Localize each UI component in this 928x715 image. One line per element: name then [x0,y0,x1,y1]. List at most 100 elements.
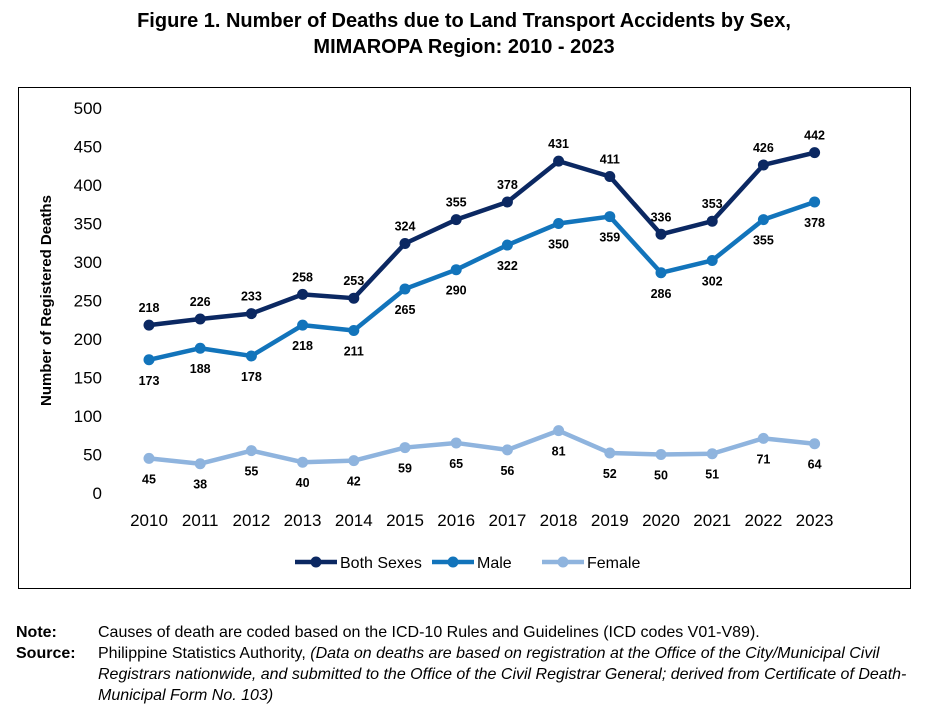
data-point [502,240,513,251]
data-label: 411 [600,153,620,167]
data-label: 233 [241,290,262,304]
data-point [656,267,667,278]
note-row: Note: Causes of death are coded based on… [16,622,921,643]
data-point [707,448,718,459]
x-tick-label: 2012 [232,511,270,530]
data-label: 355 [446,196,467,210]
data-label: 50 [654,469,668,483]
data-label: 355 [753,234,774,248]
title-line-1: Figure 1. Number of Deaths due to Land T… [0,8,928,34]
data-point [502,196,513,207]
data-point [809,196,820,207]
y-axis-label: Number of Registered Deaths [38,195,55,406]
legend-marker [558,557,569,568]
data-label: 178 [241,370,262,384]
x-tick-label: 2022 [744,511,782,530]
data-label: 65 [449,457,463,471]
notes-section: Note: Causes of death are coded based on… [16,622,921,706]
data-label: 353 [702,197,723,211]
data-label: 45 [142,472,156,486]
y-tick-label: 300 [74,253,102,272]
data-label: 40 [296,476,310,490]
data-point [758,433,769,444]
data-point [400,238,411,249]
data-label: 431 [548,137,569,151]
note-text: Causes of death are coded based on the I… [98,622,921,643]
legend-label: Female [587,555,640,572]
data-point [707,216,718,227]
data-label: 324 [395,220,416,234]
data-point [144,354,155,365]
source-label: Source: [16,643,98,706]
data-point [348,455,359,466]
data-label: 211 [344,345,364,359]
data-label: 38 [193,478,207,492]
data-point [553,425,564,436]
data-label: 59 [398,462,412,476]
x-tick-label: 2020 [642,511,680,530]
y-tick-label: 0 [93,484,102,503]
data-point [758,214,769,225]
data-point [348,293,359,304]
data-label: 426 [753,141,774,155]
data-point [553,218,564,229]
x-tick-label: 2010 [130,511,168,530]
source-text: Philippine Statistics Authority, (Data o… [98,643,921,706]
data-point [451,214,462,225]
y-tick-label: 500 [74,99,102,118]
data-label: 378 [804,216,825,230]
legend-label: Both Sexes [340,555,422,572]
data-label: 322 [497,259,518,273]
chart-frame: 0 50 100 150 200 250 300 350 400 450 500 Number of … [18,87,911,589]
data-point [144,453,155,464]
x-tick-label: 2014 [335,511,373,530]
data-label: 173 [139,374,160,388]
data-label: 286 [651,287,672,301]
data-point [809,147,820,158]
note-label: Note: [16,622,98,643]
x-tick-label: 2017 [488,511,526,530]
title-line-2: MIMAROPA Region: 2010 - 2023 [0,34,928,60]
data-point [707,255,718,266]
data-label: 64 [808,458,822,472]
x-tick-label: 2016 [437,511,475,530]
data-point [246,350,257,361]
data-label: 253 [343,274,364,288]
y-tick-label: 450 [74,138,102,157]
y-tick-label: 50 [83,446,102,465]
data-point [195,343,206,354]
data-label: 56 [500,464,514,478]
data-point [604,447,615,458]
source-text-plain: Philippine Statistics Authority, [98,645,310,662]
data-point [604,211,615,222]
data-point [809,438,820,449]
data-label: 290 [446,284,467,298]
data-point [297,457,308,468]
data-label: 42 [347,475,361,489]
data-label: 258 [292,270,313,284]
data-label: 442 [804,129,825,143]
x-tick-label: 2019 [591,511,629,530]
figure-title: Figure 1. Number of Deaths due to Land T… [0,8,928,60]
x-tick-label: 2018 [540,511,578,530]
data-label: 336 [651,210,672,224]
x-tick-label: 2023 [796,511,834,530]
data-point [758,159,769,170]
data-point [400,283,411,294]
data-label: 226 [190,295,211,309]
y-tick-label: 350 [74,215,102,234]
data-label: 302 [702,274,723,288]
line-chart: 0 50 100 150 200 250 300 350 400 450 500 Number of … [19,88,909,587]
data-point [246,445,257,456]
x-tick-label: 2013 [284,511,322,530]
data-point [195,313,206,324]
data-point [604,171,615,182]
data-point [553,156,564,167]
x-tick-label: 2011 [182,511,219,530]
legend-label: Male [477,555,512,572]
data-point [246,308,257,319]
data-label: 51 [705,468,719,482]
data-label: 52 [603,467,617,481]
data-point [400,442,411,453]
data-label: 350 [548,238,569,252]
